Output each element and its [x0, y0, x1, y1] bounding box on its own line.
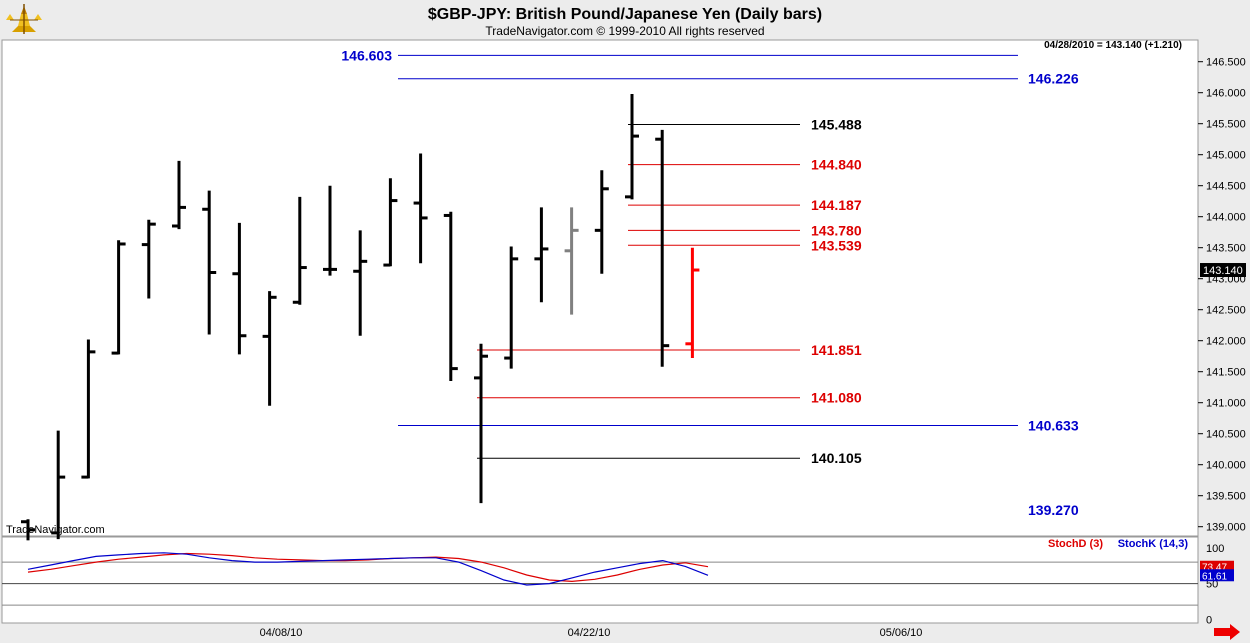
chart-subtitle: TradeNavigator.com © 1999-2010 All right…: [485, 24, 764, 38]
y-tick-label: 144.500: [1206, 181, 1246, 193]
y-tick-label: 146.500: [1206, 57, 1246, 69]
level-label: 140.105: [811, 450, 862, 466]
price-bar[interactable]: [685, 247, 700, 359]
y-tick-label: 142.000: [1206, 336, 1246, 348]
stoch-y-tick-label: 0: [1206, 614, 1212, 626]
price-bar[interactable]: [625, 93, 639, 200]
price-bar[interactable]: [232, 222, 247, 355]
scroll-right-icon[interactable]: [1214, 624, 1240, 640]
level-label: 146.226: [1028, 71, 1079, 87]
y-tick-label: 139.500: [1206, 491, 1246, 503]
price-bar[interactable]: [262, 291, 277, 406]
stochd-line: [27, 552, 709, 583]
levels-layer: 146.603 146.226 145.488 144.840 144.187 143.7…: [341, 47, 1078, 518]
level-label: 144.840: [811, 157, 862, 173]
y-tick-label: 140.500: [1206, 429, 1246, 441]
y-tick-label: 145.500: [1206, 119, 1246, 131]
price-bar[interactable]: [51, 430, 66, 540]
stoch-y-tick-label: 100: [1206, 543, 1224, 555]
x-axis: 04/08/10 04/22/10 05/06/10: [260, 627, 923, 639]
price-bar[interactable]: [292, 196, 307, 305]
stoch-y-tick-label: 50: [1206, 579, 1218, 591]
y-tick-label: 146.000: [1206, 88, 1246, 100]
last-price-label: 143.140: [1203, 265, 1243, 277]
price-bar[interactable]: [81, 339, 96, 479]
level-label: 144.187: [811, 197, 862, 213]
price-bar[interactable]: [594, 170, 609, 274]
price-bar[interactable]: [383, 178, 398, 267]
level-label: 145.488: [811, 116, 862, 132]
y-tick-label: 139.000: [1206, 522, 1246, 534]
price-bar[interactable]: [443, 211, 458, 381]
price-bar[interactable]: [413, 153, 428, 264]
price-bar[interactable]: [172, 160, 186, 230]
x-tick-label: 05/06/10: [880, 627, 923, 639]
x-tick-label: 04/08/10: [260, 627, 303, 639]
last-price-box: [1200, 263, 1246, 278]
level-label: 139.270: [1028, 502, 1079, 518]
y-tick-label: 141.500: [1206, 367, 1246, 379]
stochk-line: [27, 552, 709, 586]
level-label: 143.780: [811, 222, 862, 238]
level-label: 140.633: [1028, 417, 1079, 433]
level-label: 143.539: [811, 237, 862, 253]
price-bar[interactable]: [504, 246, 519, 369]
stoch-panel[interactable]: [1, 536, 1199, 624]
stochd-value: 73.47: [1202, 563, 1227, 574]
y-tick-label: 141.000: [1206, 398, 1246, 410]
price-bar[interactable]: [111, 240, 126, 355]
y-tick-label: 143.500: [1206, 243, 1246, 255]
stochk-legend: StochK (14,3): [1118, 538, 1189, 550]
price-bar[interactable]: [141, 219, 156, 299]
watermark: TradeNavigator.com: [6, 524, 105, 536]
price-bar[interactable]: [474, 343, 488, 504]
y-tick-label: 144.000: [1206, 212, 1246, 224]
chart-title: $GBP-JPY: British Pound/Japanese Yen (Da…: [428, 6, 822, 23]
stochk-value-box: [1200, 569, 1234, 582]
level-label: 141.851: [811, 342, 862, 358]
price-bar[interactable]: [564, 207, 579, 315]
price-axis: 139.000 139.500 140.000 140.500 141.000 141.5…: [1198, 57, 1246, 534]
y-tick-label: 140.000: [1206, 460, 1246, 472]
price-bar[interactable]: [21, 519, 35, 541]
y-tick-label: 142.500: [1206, 305, 1246, 317]
level-label: 141.080: [811, 390, 862, 406]
price-bar[interactable]: [323, 185, 337, 276]
price-panel[interactable]: [1, 39, 1199, 537]
price-bar[interactable]: [534, 207, 549, 303]
price-bar[interactable]: [353, 230, 368, 336]
x-tick-label: 04/22/10: [568, 627, 611, 639]
y-tick-label: 145.000: [1206, 150, 1246, 162]
price-bar[interactable]: [655, 129, 670, 367]
level-label: 146.603: [341, 47, 392, 63]
logo-icon[interactable]: [6, 4, 42, 34]
price-bar[interactable]: [202, 190, 217, 335]
bars-layer: [21, 93, 700, 541]
last-quote: 04/28/2010 = 143.140 (+1.210): [1044, 40, 1182, 51]
stochk-value: 61.61: [1202, 571, 1227, 582]
stochd-legend: StochD (3): [1048, 538, 1103, 550]
